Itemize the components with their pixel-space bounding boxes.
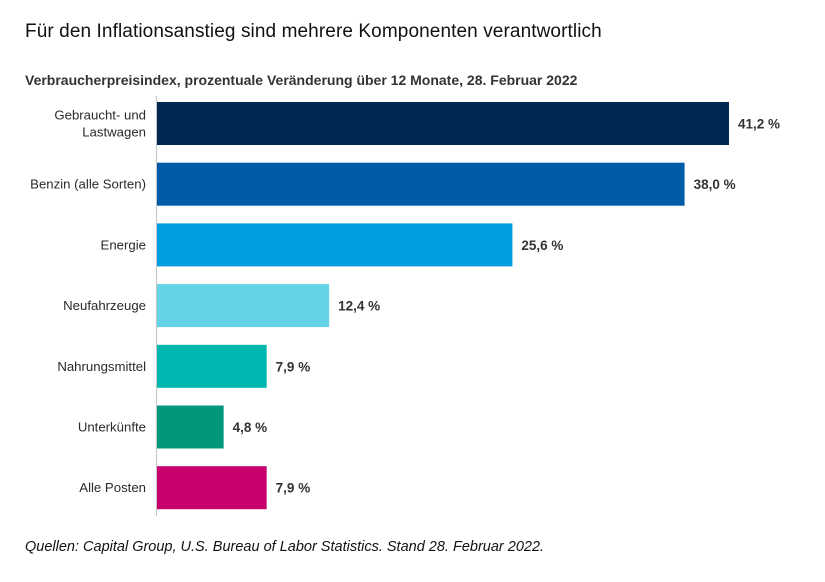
value-label: 41,2 %	[738, 117, 780, 132]
value-label: 4,8 %	[233, 420, 268, 435]
bar-group: Energie 25,6 %	[101, 223, 563, 267]
category-label-line: Nahrungsmittel	[57, 359, 146, 374]
category-label-line: Lastwagen	[82, 125, 146, 140]
bar-group: Nahrungsmittel 7,9 %	[57, 344, 311, 388]
bar-group: Neufahrzeuge 12,4 %	[63, 284, 380, 328]
bar	[157, 344, 267, 388]
category-label-line: Unterkünfte	[78, 420, 146, 435]
category-label-line: Alle Posten	[79, 480, 146, 495]
bar-group: Alle Posten 7,9 %	[79, 466, 311, 510]
value-label: 7,9 %	[276, 359, 311, 374]
value-label: 25,6 %	[521, 238, 563, 253]
category-label-line: Energie	[101, 237, 146, 252]
value-label: 12,4 %	[338, 299, 380, 314]
chart-title: Für den Inflationsanstieg sind mehrere K…	[25, 21, 602, 42]
bar	[157, 405, 224, 449]
category-label: Alle Posten	[79, 480, 146, 495]
category-label-line: Benzin (alle Sorten)	[30, 177, 146, 192]
category-label: Gebraucht- und Lastwagen	[54, 108, 146, 140]
bar	[157, 466, 267, 510]
value-label: 38,0 %	[694, 177, 736, 192]
chart-subtitle: Verbraucherpreisindex, prozentuale Verän…	[25, 72, 578, 88]
bar	[157, 284, 330, 328]
category-label: Energie	[101, 237, 146, 252]
category-label: Unterkünfte	[78, 420, 146, 435]
value-label: 7,9 %	[276, 481, 311, 496]
bar-group: Gebraucht- und Lastwagen 41,2 %	[54, 102, 780, 145]
bar	[157, 162, 685, 206]
bar-group: Benzin (alle Sorten) 38,0 %	[30, 162, 736, 206]
bar	[157, 102, 729, 145]
category-label: Benzin (alle Sorten)	[30, 177, 146, 192]
category-label: Nahrungsmittel	[57, 359, 146, 374]
category-label-line: Gebraucht- und	[54, 108, 146, 123]
category-label: Neufahrzeuge	[63, 298, 146, 313]
source-note: Quellen: Capital Group, U.S. Bureau of L…	[25, 539, 545, 555]
category-label-line: Neufahrzeuge	[63, 298, 146, 313]
bar-group: Unterkünfte 4,8 %	[78, 405, 268, 449]
bar	[157, 223, 513, 267]
